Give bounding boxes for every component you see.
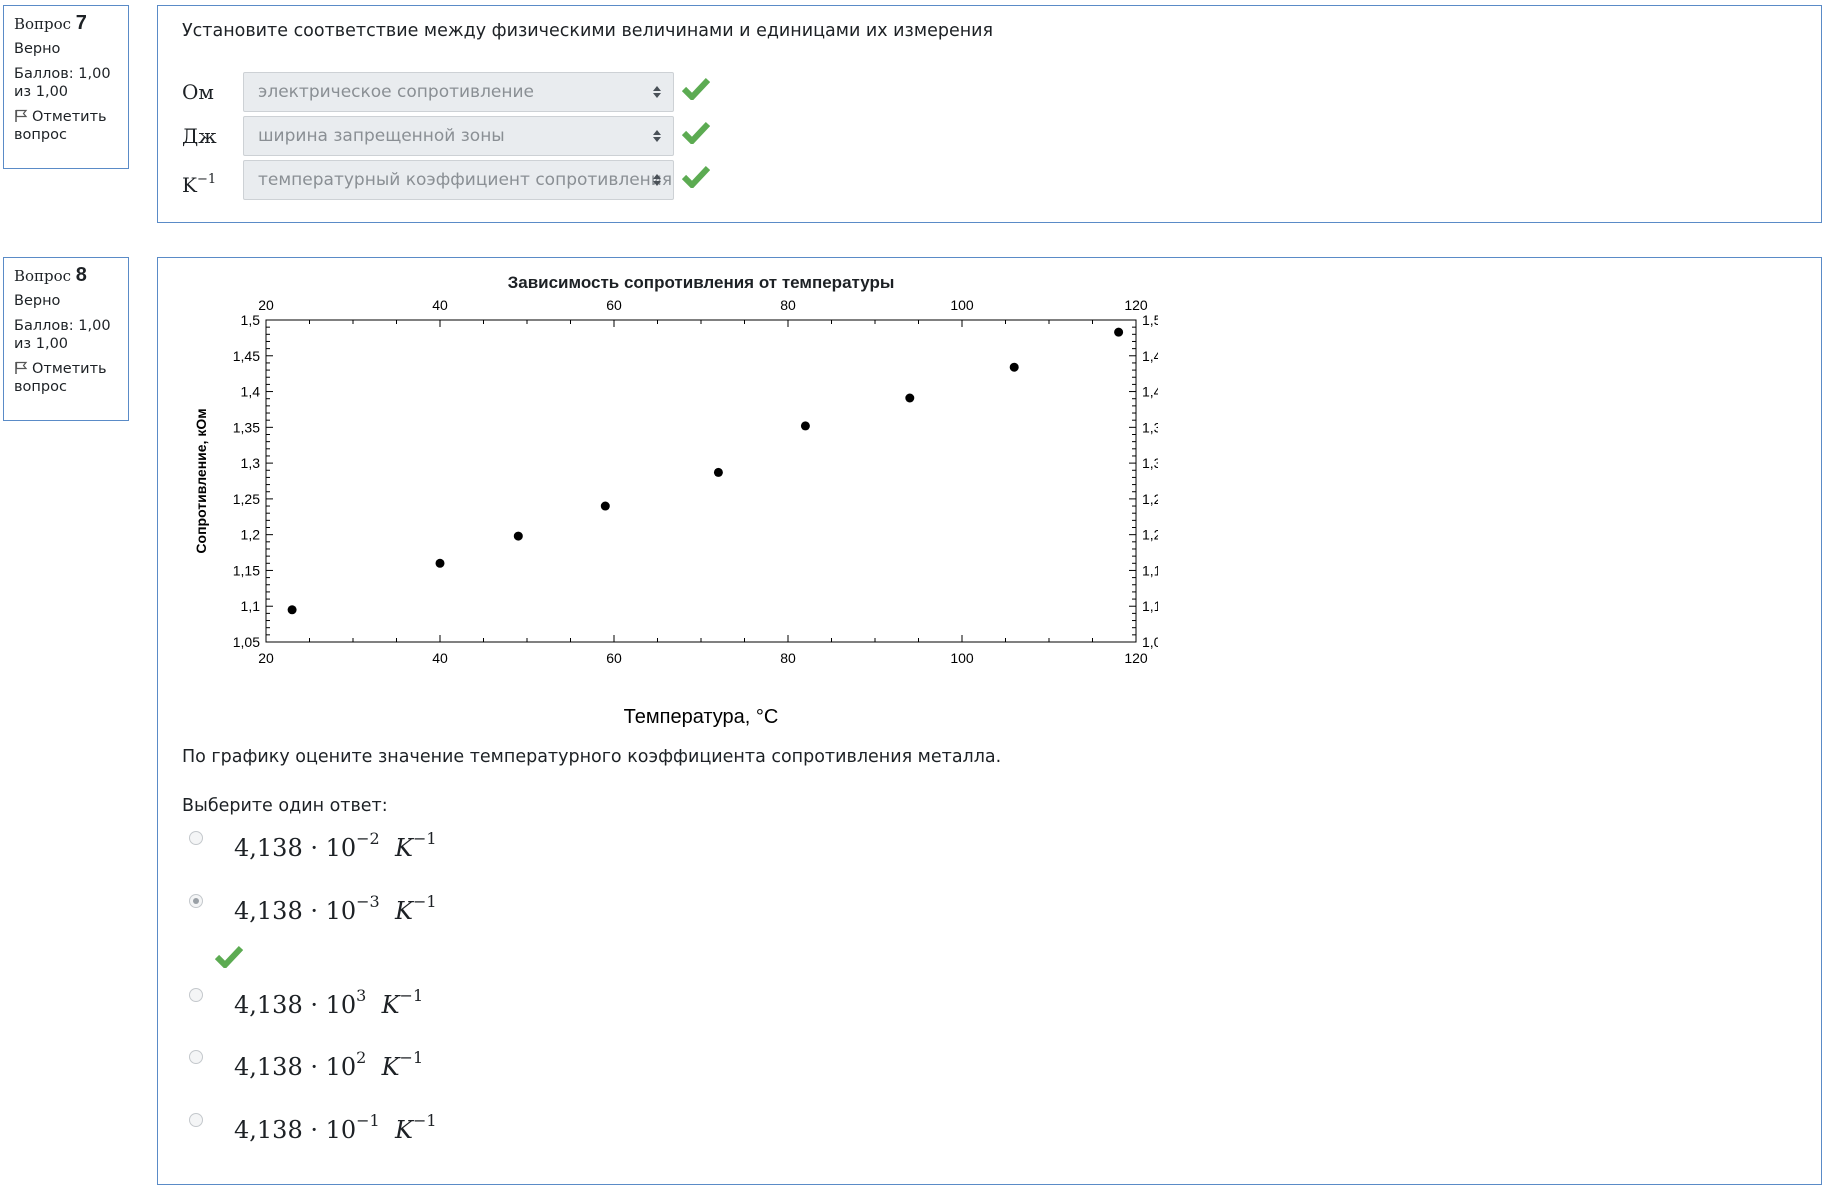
- plot-frame: [265, 319, 1137, 643]
- question-label: Вопрос: [14, 15, 72, 33]
- sort-arrows-icon: [653, 174, 661, 186]
- match-select[interactable]: температурный коэффициент сопротивления: [243, 160, 674, 200]
- x-tick-label: 40: [432, 297, 448, 313]
- question-state: Верно: [14, 293, 61, 309]
- question-info-8: Вопрос 8 Верно Баллов: 1,00 из 1,00 Отме…: [3, 257, 129, 421]
- answer-prompt: Выберите один ответ:: [182, 796, 388, 816]
- answer-label: 4,138 · 10−1 K−1: [234, 1111, 437, 1144]
- answer-radio[interactable]: [189, 894, 203, 908]
- y-tick-label: 1,3: [241, 455, 261, 471]
- answer-radio[interactable]: [189, 1113, 203, 1127]
- y-tick-label: 1,5: [241, 312, 261, 328]
- y-tick-label: 1,4: [241, 384, 261, 400]
- select-value: температурный коэффициент сопротивления: [258, 170, 673, 190]
- data-point: [1009, 362, 1019, 372]
- answer-label: 4,138 · 10−3 K−1: [234, 892, 437, 925]
- x-tick-label: 120: [1124, 650, 1148, 666]
- flag-icon: [15, 109, 28, 122]
- y-tick-label: 1,25: [1142, 491, 1158, 507]
- data-point: [435, 558, 445, 568]
- y-tick-label: 1,25: [233, 491, 260, 507]
- question-label: Вопрос: [14, 267, 72, 285]
- y-tick-label: 1,5: [1142, 312, 1158, 328]
- y-tick-label: 1,05: [1142, 634, 1158, 650]
- question-text: По графику оцените значение температурно…: [182, 747, 1002, 767]
- question-state: Верно: [14, 41, 61, 57]
- question-content-7: Установите соответствие между физическим…: [157, 5, 1822, 223]
- match-select[interactable]: ширина запрещенной зоны: [243, 116, 674, 156]
- y-tick-label: 1,45: [233, 348, 260, 364]
- y-tick-label: 1,3: [1142, 455, 1158, 471]
- y-axis-label: Сопротивление, кОм: [193, 408, 209, 553]
- question-number: 7: [75, 12, 87, 34]
- question-text: Установите соответствие между физическим…: [182, 21, 994, 41]
- select-value: электрическое сопротивление: [258, 82, 535, 102]
- answer-radio[interactable]: [189, 831, 203, 845]
- check-icon: [682, 165, 710, 188]
- chart-title: Зависимость сопротивления от температуры: [508, 273, 895, 292]
- y-tick-label: 1,35: [233, 419, 260, 435]
- check-icon: [682, 121, 710, 144]
- data-point: [600, 501, 610, 511]
- y-tick-label: 1,35: [1142, 419, 1158, 435]
- y-tick-label: 1,15: [1142, 562, 1158, 578]
- check-icon: [215, 945, 243, 968]
- x-tick-label: 120: [1124, 297, 1148, 313]
- data-point: [1114, 327, 1124, 337]
- question-info-7: Вопрос 7 Верно Баллов: 1,00 из 1,00 Отме…: [3, 5, 129, 169]
- question-number: 8: [75, 264, 87, 286]
- y-tick-label: 1,1: [1142, 598, 1158, 614]
- x-tick-label: 100: [950, 650, 974, 666]
- data-point: [800, 421, 810, 431]
- question-grade: Баллов: 1,00 из 1,00: [14, 318, 111, 352]
- scatter-chart: Зависимость сопротивления от температуры…: [193, 273, 1158, 728]
- y-tick-label: 1,15: [233, 562, 260, 578]
- x-axis-label: Температура, °C: [624, 706, 779, 728]
- answer-label: 4,138 · 103 K−1: [234, 986, 424, 1019]
- x-tick-label: 60: [606, 297, 622, 313]
- x-tick-label: 20: [258, 650, 274, 666]
- match-label: Ом: [182, 80, 214, 104]
- sort-arrows-icon: [653, 130, 661, 142]
- y-tick-label: 1,2: [241, 527, 261, 543]
- y-tick-label: 1,05: [233, 634, 260, 650]
- y-tick-label: 1,1: [241, 598, 261, 614]
- data-point: [513, 531, 523, 541]
- y-tick-label: 1,2: [1142, 527, 1158, 543]
- data-point: [713, 467, 723, 477]
- x-tick-label: 80: [780, 650, 796, 666]
- check-icon: [682, 77, 710, 100]
- flag-question-link[interactable]: Отметить вопрос: [14, 360, 119, 396]
- x-tick-label: 40: [432, 650, 448, 666]
- match-label: Дж: [182, 124, 217, 148]
- data-point: [287, 605, 297, 615]
- sort-arrows-icon: [653, 86, 661, 98]
- question-content-8: Зависимость сопротивления от температуры…: [157, 257, 1822, 1185]
- select-value: ширина запрещенной зоны: [258, 126, 505, 146]
- answer-radio[interactable]: [189, 988, 203, 1002]
- y-tick-label: 1,45: [1142, 348, 1158, 364]
- x-tick-label: 80: [780, 297, 796, 313]
- answer-radio[interactable]: [189, 1050, 203, 1064]
- flag-icon: [15, 361, 28, 374]
- question-grade: Баллов: 1,00 из 1,00: [14, 66, 111, 100]
- match-label: K−1: [182, 172, 217, 197]
- x-tick-label: 100: [950, 297, 974, 313]
- match-select[interactable]: электрическое сопротивление: [243, 72, 674, 112]
- flag-question-label: Отметить вопрос: [14, 361, 107, 395]
- x-tick-label: 20: [258, 297, 274, 313]
- flag-question-link[interactable]: Отметить вопрос: [14, 108, 119, 144]
- y-tick-label: 1,4: [1142, 384, 1158, 400]
- data-point: [905, 393, 915, 403]
- answer-label: 4,138 · 10−2 K−1: [234, 829, 437, 862]
- x-tick-label: 60: [606, 650, 622, 666]
- flag-question-label: Отметить вопрос: [14, 109, 107, 143]
- answer-label: 4,138 · 102 K−1: [234, 1048, 424, 1081]
